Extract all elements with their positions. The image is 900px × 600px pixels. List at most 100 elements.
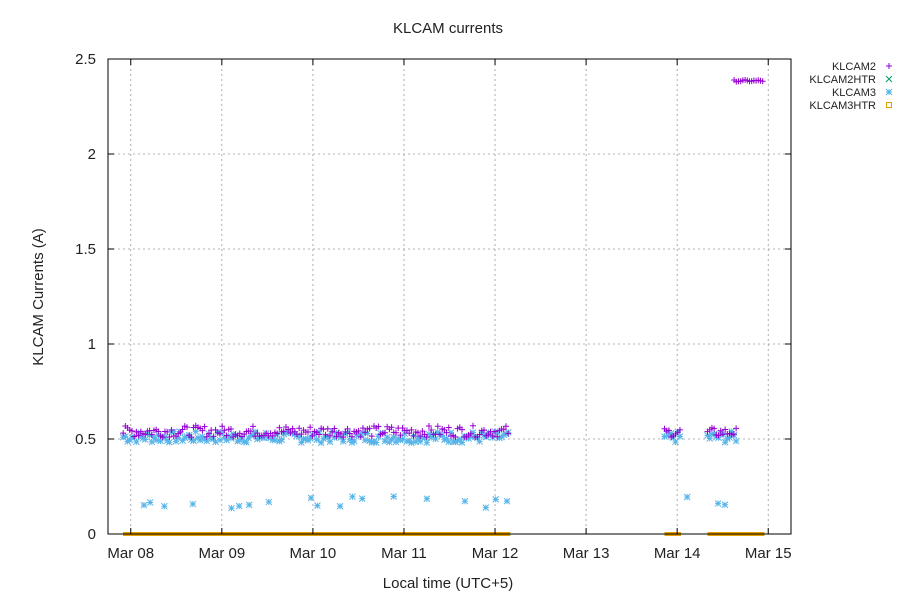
data-point — [388, 424, 395, 431]
data-point — [236, 430, 243, 437]
x-tick-label: Mar 14 — [654, 545, 701, 562]
data-point — [359, 425, 366, 432]
data-point — [254, 430, 261, 437]
data-point — [412, 438, 420, 446]
data-point — [307, 424, 314, 431]
data-point — [443, 435, 450, 443]
data-point — [219, 423, 226, 430]
data-point — [120, 430, 127, 437]
data-point — [329, 428, 336, 435]
data-point — [423, 439, 431, 447]
data-point — [141, 436, 149, 443]
data-point — [298, 431, 305, 438]
data-point — [298, 439, 305, 446]
data-point — [317, 439, 325, 447]
data-point — [355, 427, 362, 434]
data-point — [427, 434, 435, 442]
data-point — [249, 432, 257, 439]
data-point — [309, 432, 316, 439]
data-point — [414, 434, 422, 442]
data-point — [372, 439, 380, 446]
y-tick-label: 2.5 — [75, 51, 96, 68]
data-point — [336, 502, 344, 510]
data-point — [152, 436, 160, 444]
data-point — [157, 437, 164, 445]
data-point — [489, 433, 496, 440]
data-point — [711, 425, 718, 432]
data-point — [326, 432, 333, 439]
data-point — [190, 437, 197, 445]
data-point — [503, 497, 511, 505]
data-point — [280, 428, 287, 435]
data-point — [155, 428, 162, 435]
data-point — [408, 426, 415, 433]
legend-marker — [886, 102, 892, 108]
data-point — [278, 436, 285, 444]
data-point — [423, 495, 431, 503]
data-point — [221, 427, 228, 434]
data-point — [245, 501, 253, 509]
data-point — [196, 436, 204, 444]
data-point — [759, 78, 766, 85]
y-axis-label: KLCAM Currents (A) — [30, 228, 47, 366]
data-point — [722, 426, 729, 433]
data-point — [667, 429, 675, 437]
data-point — [375, 423, 382, 430]
data-point — [243, 438, 250, 446]
data-point — [672, 438, 679, 446]
data-point — [269, 432, 276, 439]
data-point — [227, 434, 235, 442]
data-point — [397, 436, 404, 444]
data-point — [401, 430, 409, 438]
data-point — [227, 426, 234, 433]
y-tick-label: 0.5 — [75, 431, 96, 448]
data-point — [480, 427, 487, 434]
data-point — [172, 438, 180, 445]
data-point — [350, 437, 358, 445]
data-point — [476, 431, 483, 438]
data-point — [683, 493, 691, 501]
data-point — [348, 439, 356, 446]
data-point — [122, 433, 129, 440]
data-point — [276, 424, 283, 431]
data-point — [492, 496, 500, 503]
data-point — [342, 428, 349, 435]
data-point — [721, 501, 729, 509]
data-point — [394, 435, 402, 443]
data-point — [271, 436, 279, 444]
data-point — [135, 432, 142, 439]
data-point — [482, 504, 490, 512]
data-point — [721, 438, 729, 446]
series-klcam2 — [120, 76, 766, 441]
data-point — [502, 423, 509, 430]
data-point — [170, 428, 178, 436]
data-point — [441, 436, 448, 444]
data-point — [203, 437, 211, 445]
data-point — [368, 439, 376, 446]
data-point — [348, 433, 355, 440]
data-point — [676, 426, 683, 433]
data-point — [349, 493, 356, 501]
data-point — [331, 425, 338, 432]
data-point — [704, 432, 711, 439]
data-point — [452, 433, 459, 440]
data-point — [150, 433, 158, 441]
data-point — [133, 438, 140, 446]
data-point — [505, 430, 512, 437]
data-point — [496, 434, 503, 442]
data-point — [476, 438, 483, 445]
data-point — [212, 438, 219, 446]
data-point — [447, 429, 455, 437]
data-point — [304, 428, 311, 435]
data-point — [254, 435, 261, 443]
data-point — [726, 434, 733, 441]
data-point — [265, 498, 273, 506]
data-point — [344, 429, 351, 436]
x-tick-label: Mar 10 — [290, 545, 337, 562]
grid — [108, 58, 791, 534]
data-point — [458, 439, 466, 446]
data-point — [146, 431, 153, 439]
data-point — [461, 497, 469, 505]
data-point — [361, 436, 369, 444]
y-tick-label: 2 — [88, 146, 96, 163]
